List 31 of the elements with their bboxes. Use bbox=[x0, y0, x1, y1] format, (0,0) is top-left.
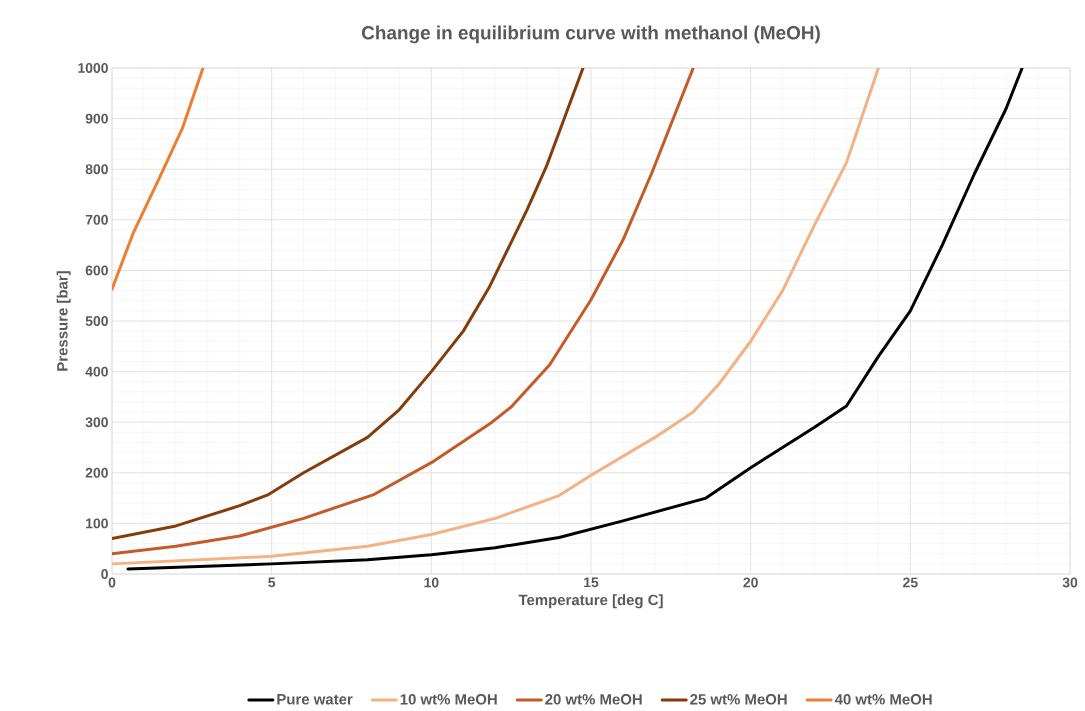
y-tick-label: 800 bbox=[85, 164, 108, 175]
y-tick-label: 900 bbox=[85, 113, 108, 124]
y-tick-label: 500 bbox=[85, 316, 108, 326]
x-tick-label: 30 bbox=[1062, 577, 1078, 588]
y-tick-label: 300 bbox=[85, 417, 108, 428]
legend-label: 25 wt% MeOH bbox=[690, 694, 787, 705]
y-tick-label: 200 bbox=[85, 467, 108, 478]
line-series bbox=[126, 68, 1024, 571]
y-tick-label: 700 bbox=[85, 214, 108, 225]
y-tick-label: 1000 bbox=[78, 63, 108, 73]
line-series bbox=[112, 68, 880, 566]
x-tick-label: 15 bbox=[584, 577, 599, 588]
line-series bbox=[112, 68, 585, 541]
chart-title: Change in equilibrium curve with methanol (MeOH) bbox=[361, 25, 820, 44]
line-series bbox=[112, 68, 205, 291]
y-tick-label: 0 bbox=[101, 569, 108, 579]
y-tick-label: 100 bbox=[86, 518, 108, 529]
y-axis-title: Pressure [bar] bbox=[56, 271, 71, 371]
legend-label: Pure water bbox=[277, 694, 353, 705]
y-tick-label: 400 bbox=[85, 366, 108, 377]
legend-label: 10 wt% MeOH bbox=[400, 694, 497, 705]
x-tick-label: 10 bbox=[424, 577, 439, 588]
y-tick-label: 600 bbox=[85, 265, 108, 276]
x-tick-label: 0 bbox=[108, 577, 116, 588]
x-tick-label: 25 bbox=[903, 577, 918, 588]
x-tick-label: 5 bbox=[268, 577, 276, 588]
line-series bbox=[112, 68, 695, 556]
x-tick-label: 20 bbox=[743, 577, 758, 588]
x-axis-title: Temperature [deg C] bbox=[518, 594, 663, 609]
legend-label: 40 wt% MeOH bbox=[834, 694, 932, 705]
legend-label: 20 wt% MeOH bbox=[545, 694, 642, 705]
